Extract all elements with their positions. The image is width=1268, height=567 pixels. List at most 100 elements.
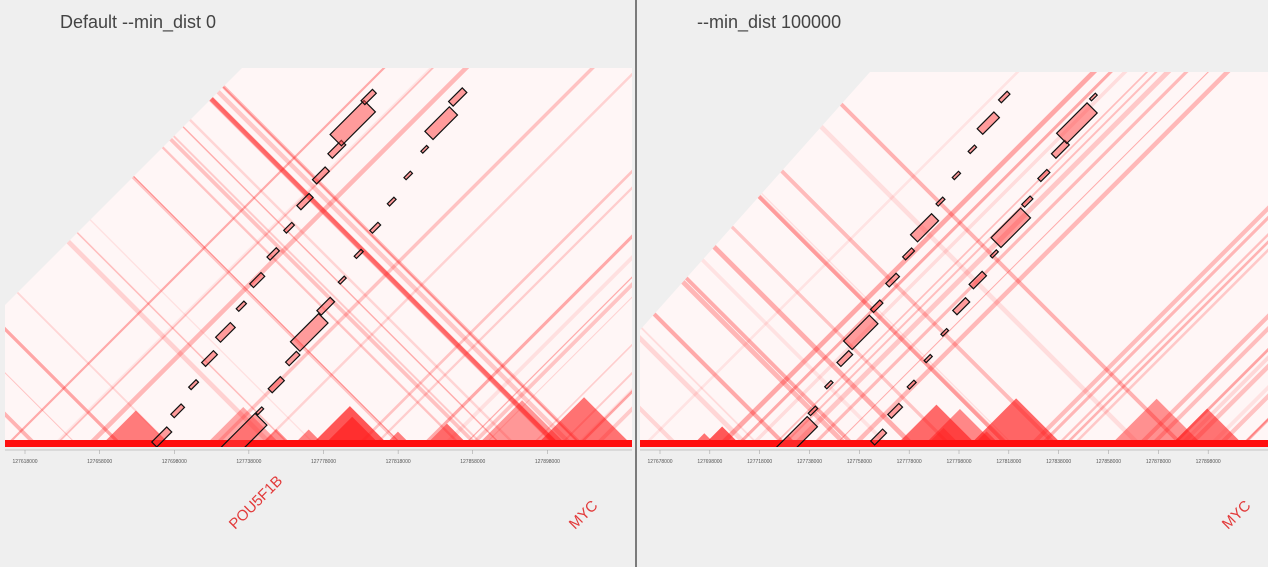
- stripe: [5, 68, 480, 447]
- loop-box: [836, 349, 854, 368]
- stripe: [529, 68, 632, 447]
- stripe: [355, 68, 632, 447]
- loop-box: [200, 349, 219, 368]
- tick-label: 127698000: [162, 459, 187, 465]
- stripe: [5, 68, 504, 447]
- tick-label: 127838000: [1046, 459, 1071, 465]
- diagonal: [5, 440, 632, 447]
- loop-box: [923, 353, 934, 364]
- tick-label: 127618000: [12, 459, 37, 465]
- stripe: [441, 68, 632, 447]
- loop-box: [997, 90, 1011, 104]
- panel-title: --min_dist 100000: [697, 12, 841, 33]
- stripe: [5, 68, 405, 447]
- loop-box: [150, 426, 173, 447]
- loop-box: [1020, 195, 1034, 209]
- loop-box: [316, 296, 336, 316]
- tick-label: 127878000: [1146, 459, 1171, 465]
- stripe: [481, 68, 632, 447]
- loop-box: [282, 221, 296, 234]
- tick-label: 127858000: [460, 459, 485, 465]
- stripe: [1070, 72, 1268, 447]
- stripe: [82, 68, 584, 447]
- loop-box: [901, 247, 916, 261]
- loop-box: [424, 105, 459, 141]
- diagonal: [640, 440, 1268, 447]
- loop-box: [329, 99, 377, 147]
- stripe: [5, 68, 404, 447]
- loop-box: [823, 379, 834, 390]
- stripe: [640, 72, 1016, 447]
- stripe: [640, 72, 762, 447]
- tick-label: 127678000: [647, 459, 672, 465]
- tick-label: 127858000: [1096, 459, 1121, 465]
- stripe: [640, 72, 1060, 447]
- loop-box: [990, 207, 1032, 249]
- stripe: [716, 72, 1221, 447]
- tick-label: 127738000: [797, 459, 822, 465]
- stripe: [5, 68, 125, 447]
- stripe: [82, 68, 586, 447]
- hotspot: [321, 416, 383, 447]
- loop-box: [976, 111, 1001, 136]
- loop-box: [337, 275, 348, 285]
- stripe: [372, 68, 632, 447]
- tick-label: 127718000: [747, 459, 772, 465]
- stripe: [640, 72, 1012, 447]
- tick-label: 127898000: [535, 459, 560, 465]
- stripe: [1037, 72, 1268, 447]
- stripe: [1177, 72, 1268, 447]
- loop-box: [886, 402, 904, 420]
- stripe: [5, 68, 486, 447]
- loop-box: [289, 312, 329, 353]
- hotspot: [1168, 408, 1246, 447]
- stripe: [85, 68, 589, 447]
- loop-box: [989, 249, 1000, 259]
- loop-box: [1036, 168, 1051, 183]
- stripe: [5, 68, 506, 447]
- loop-box: [235, 300, 248, 313]
- loop-box: [935, 196, 946, 207]
- tick-label: 127778000: [311, 459, 336, 465]
- tick-label: 127778000: [897, 459, 922, 465]
- loop-box: [884, 272, 901, 288]
- stripe: [641, 72, 1144, 447]
- stripe: [640, 72, 789, 447]
- loop-box: [360, 88, 378, 106]
- hotspot: [475, 400, 569, 447]
- heatmap-bg: [5, 68, 632, 447]
- loop-box: [1055, 102, 1099, 145]
- stripe: [420, 68, 632, 447]
- stripe: [682, 72, 1186, 447]
- loop-box: [842, 314, 879, 351]
- tick-label: 127658000: [87, 459, 112, 465]
- stripe: [640, 72, 857, 447]
- loop-box: [869, 428, 888, 446]
- loop-box: [967, 144, 978, 155]
- tick-label: 127818000: [996, 459, 1021, 465]
- loop-box: [420, 144, 430, 154]
- stripe: [1135, 72, 1268, 447]
- stripe: [258, 68, 632, 447]
- stripe: [640, 72, 850, 447]
- loop-box: [169, 403, 186, 419]
- loop-box: [311, 166, 331, 185]
- panel-title: Default --min_dist 0: [60, 12, 216, 33]
- loop-box: [187, 378, 200, 391]
- stripe: [53, 68, 555, 447]
- hotspot: [99, 410, 173, 447]
- stripe: [850, 72, 1268, 447]
- hotspot: [967, 398, 1065, 447]
- hotspot: [534, 397, 632, 447]
- loop-box: [869, 299, 884, 314]
- tick-label: 127818000: [386, 459, 411, 465]
- tick-label: 127898000: [1196, 459, 1221, 465]
- stripe: [734, 72, 1237, 447]
- stripe: [5, 68, 173, 447]
- loop-box: [248, 271, 266, 289]
- loop-box: [386, 196, 397, 207]
- stripe: [1169, 72, 1268, 447]
- tick-label: 127758000: [847, 459, 872, 465]
- loop-box: [940, 327, 950, 338]
